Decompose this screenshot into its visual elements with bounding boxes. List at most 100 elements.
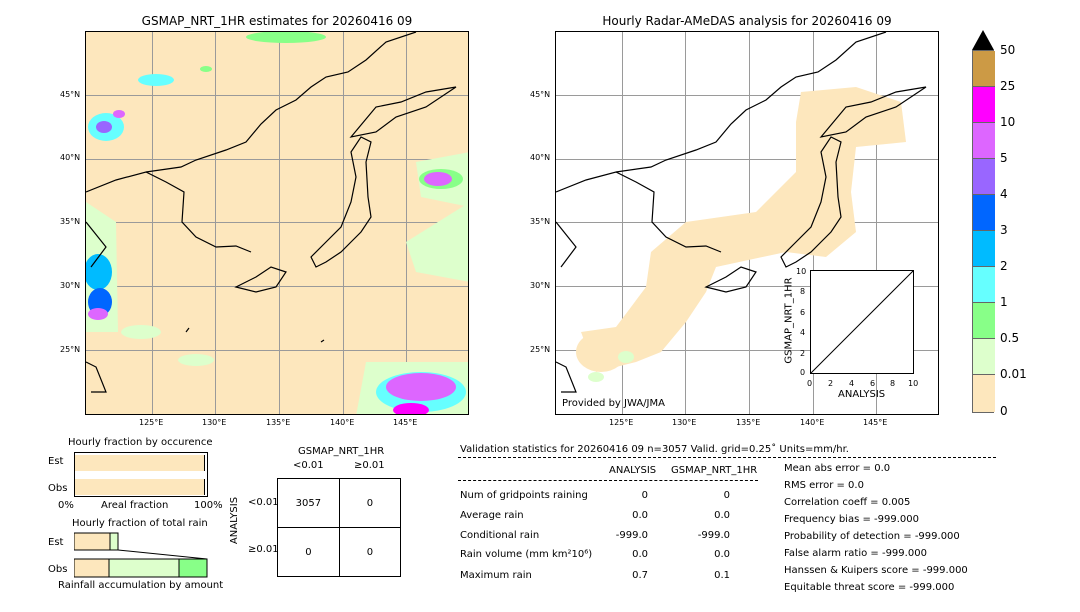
contingency-cell-b: 0 — [338, 478, 402, 528]
obs-occurrence-bar — [75, 479, 205, 495]
inset-xlabel: ANALYSIS — [838, 389, 886, 400]
validation-col-divider — [458, 480, 758, 481]
stat-label-maximum: Maximum rain — [460, 570, 532, 581]
colorbar-seg-05-1 — [973, 303, 995, 339]
total-obs-label: Obs — [48, 564, 68, 575]
total-footer: Rainfall accumulation by amount — [58, 580, 224, 591]
right-lon-135: 135°E — [736, 418, 761, 427]
score-far: False alarm ratio = -999.000 — [784, 548, 927, 559]
occurrence-axis-right: 100% — [194, 500, 223, 511]
stat-gsmap-gridpoints: 0 — [723, 490, 730, 501]
colorbar-seg-5-10 — [973, 123, 995, 159]
validation-header-divider — [458, 457, 996, 458]
inset-xtick-0: 0 — [807, 379, 813, 388]
colorbar-seg-0-001 — [973, 375, 995, 412]
inset-diagonal-line — [811, 271, 913, 373]
stat-gsmap-conditional: -999.0 — [697, 530, 730, 541]
right-lat-30: 30°N — [530, 281, 551, 290]
occurrence-est-label: Est — [48, 456, 64, 467]
right-lat-35: 35°N — [530, 217, 551, 226]
left-map-title: GSMAP_NRT_1HR estimates for 20260416 09 — [141, 14, 413, 28]
colorbar-label-10: 10 — [1000, 115, 1016, 129]
stat-gsmap-maximum: 0.1 — [714, 570, 730, 581]
left-map — [85, 31, 469, 415]
provided-by-label: Provided by JWA/JMA — [562, 398, 665, 409]
left-lon-145: 145°E — [393, 418, 418, 427]
contingency-col1: <0.01 — [293, 460, 324, 471]
inset-ytick-2: 2 — [800, 349, 806, 358]
left-lat-40: 40°N — [60, 153, 81, 162]
right-lat-45: 45°N — [530, 90, 551, 99]
validation-header: Validation statistics for 20260416 09 n=… — [460, 444, 849, 455]
contingency-row2: ≥0.01 — [248, 544, 279, 555]
inset-xtick-8: 8 — [890, 379, 896, 388]
validation-col-gsmap: GSMAP_NRT_1HR — [671, 465, 758, 476]
inset-xtick-6: 6 — [870, 379, 876, 388]
est-occurrence-bar — [75, 455, 205, 471]
stat-analysis-gridpoints: 0 — [641, 490, 648, 501]
colorbar-seg-10-25 — [973, 87, 995, 123]
contingency-row-axis: ANALYSIS — [229, 496, 241, 545]
validation-col-analysis: ANALYSIS — [609, 465, 657, 476]
right-lon-125: 125°E — [609, 418, 634, 427]
right-lon-145: 145°E — [863, 418, 888, 427]
colorbar-label-001: 0.01 — [1000, 367, 1027, 381]
colorbar-seg-2-3 — [973, 231, 995, 267]
contingency-cell-a: 3057 — [277, 478, 340, 528]
colorbar-seg-3-4 — [973, 195, 995, 231]
colorbar-label-0: 0 — [1000, 404, 1008, 418]
score-mae: Mean abs error = 0.0 — [784, 463, 891, 474]
stat-analysis-maximum: 0.7 — [632, 570, 648, 581]
colorbar-label-3: 3 — [1000, 223, 1008, 237]
left-lat-25: 25°N — [60, 345, 81, 354]
score-ets: Equitable threat score = -999.000 — [784, 582, 955, 593]
inset-xtick-10: 10 — [908, 379, 919, 388]
contingency-cell-d: 0 — [338, 527, 402, 577]
stat-analysis-conditional: -999.0 — [615, 530, 648, 541]
fraction-total-title: Hourly fraction of total rain — [72, 518, 208, 529]
left-lon-125: 125°E — [139, 418, 164, 427]
inset-ytick-10: 10 — [796, 267, 807, 276]
left-lon-140: 140°E — [330, 418, 355, 427]
occurrence-axis-left: 0% — [58, 500, 74, 511]
stat-analysis-average: 0.0 — [632, 510, 648, 521]
colorbar — [972, 50, 995, 413]
left-lat-45: 45°N — [60, 90, 81, 99]
score-frequency-bias: Frequency bias = -999.000 — [784, 514, 919, 525]
score-pod: Probability of detection = -999.000 — [784, 531, 960, 542]
colorbar-seg-001-05 — [973, 339, 995, 375]
contingency-col2: ≥0.01 — [354, 460, 385, 471]
left-map-rain-field — [86, 32, 468, 414]
stat-label-average: Average rain — [460, 510, 524, 521]
inset-ytick-4: 4 — [800, 328, 806, 337]
stat-gsmap-volume: 0.0 — [714, 549, 730, 560]
occurrence-obs-label: Obs — [48, 483, 68, 494]
right-lon-130: 130°E — [672, 418, 697, 427]
inset-scatter-plot — [810, 270, 914, 374]
inset-xtick-4: 4 — [849, 379, 855, 388]
colorbar-label-2: 2 — [1000, 259, 1008, 273]
colorbar-label-50: 50 — [1000, 43, 1016, 57]
right-lat-25: 25°N — [530, 345, 551, 354]
stat-label-conditional: Conditional rain — [460, 530, 540, 541]
fraction-total-plot — [73, 532, 208, 578]
stat-gsmap-average: 0.0 — [714, 510, 730, 521]
left-lat-30: 30°N — [60, 281, 81, 290]
colorbar-label-05: 0.5 — [1000, 331, 1020, 345]
right-map-title: Hourly Radar-AMeDAS analysis for 2026041… — [602, 14, 892, 28]
inset-ytick-0: 0 — [800, 368, 806, 377]
left-lon-130: 130°E — [202, 418, 227, 427]
score-correlation: Correlation coeff = 0.005 — [784, 497, 911, 508]
colorbar-label-4: 4 — [1000, 187, 1008, 201]
colorbar-label-25: 25 — [1000, 79, 1016, 93]
right-map-analysis-field — [556, 32, 927, 393]
left-lat-35: 35°N — [60, 217, 81, 226]
stat-label-gridpoints: Num of gridpoints raining — [460, 490, 588, 501]
contingency-title: GSMAP_NRT_1HR — [298, 446, 385, 457]
colorbar-seg-25-50 — [973, 51, 995, 87]
contingency-table: 3057 0 0 0 — [277, 478, 402, 577]
score-hk: Hanssen & Kuipers score = -999.000 — [784, 565, 968, 576]
inset-ytick-6: 6 — [800, 308, 806, 317]
contingency-row1: <0.01 — [248, 497, 279, 508]
colorbar-seg-4-5 — [973, 159, 995, 195]
